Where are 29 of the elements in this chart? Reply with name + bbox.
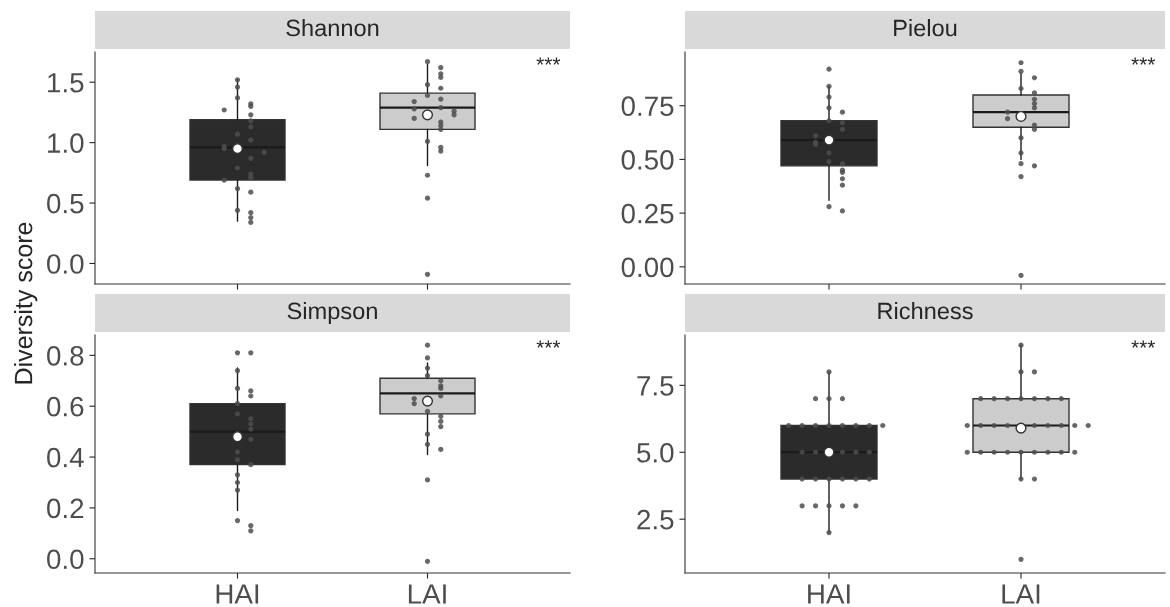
y-tick-label: 1.5 (48, 73, 84, 93)
y-tick-label: 0.50 (621, 150, 674, 170)
y-tick-label: 0.00 (621, 257, 674, 278)
y-tick-label: 7.5 (637, 376, 674, 396)
annotation: *** (1131, 340, 1156, 348)
y-tick-label: 0.0 (47, 549, 84, 570)
y-tick-label: 0.6 (47, 396, 84, 417)
y-tick-label: 0.2 (47, 498, 84, 519)
x-tick-label: LAI (1002, 584, 1040, 604)
annotation: *** (536, 340, 561, 348)
y-tick-label: 0.8 (47, 346, 84, 366)
y-tick-label: 0.4 (47, 447, 84, 468)
y-tick-label: 0.5 (47, 193, 84, 214)
y-axis-title: Diversity score (14, 222, 38, 384)
chart-title: Shannon (286, 19, 379, 37)
chart-title: Simpson (287, 301, 377, 324)
y-tick-label: 0.75 (621, 96, 674, 117)
y-tick-label: 0.0 (47, 254, 84, 274)
chart-title: Pielou (894, 19, 957, 37)
y-tick-label: 0.25 (621, 203, 674, 224)
annotation: *** (1131, 57, 1156, 65)
x-tick-label: HAI (808, 584, 850, 604)
annotation: *** (536, 57, 561, 65)
y-tick-label: 5.0 (637, 442, 674, 463)
y-tick-label: 2.5 (637, 509, 674, 530)
y-tick-label: 1.0 (48, 133, 84, 153)
chart-title: Richness (878, 301, 973, 320)
x-tick-label: LAI (408, 584, 446, 604)
x-tick-label: HAI (216, 584, 259, 604)
